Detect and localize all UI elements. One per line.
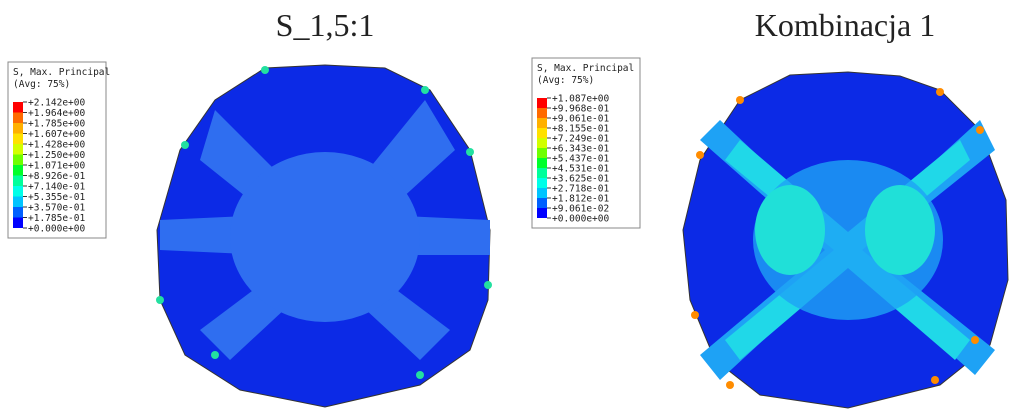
legend-label: +3.570e-01: [28, 203, 85, 214]
legend-label: +7.140e-01: [28, 182, 85, 193]
legend-label: +8.926e-01: [28, 171, 85, 182]
legend-label: +3.625e-01: [552, 174, 609, 185]
legend-swatch: [13, 165, 23, 176]
legend-label: +6.343e-01: [552, 144, 609, 155]
legend-label: +1.785e+00: [28, 119, 85, 130]
legend-swatch: [13, 123, 23, 134]
panel-title: Kombinacja 1: [755, 7, 935, 43]
legend-label: +2.718e-01: [552, 184, 609, 195]
legend-swatch: [13, 207, 23, 218]
legend-swatch: [537, 188, 547, 198]
legend-swatch: [13, 144, 23, 155]
legend-swatch: [537, 108, 547, 118]
legend-label: +4.531e-01: [552, 164, 609, 175]
legend-label: +1.607e+00: [28, 129, 85, 140]
legend-swatch: [13, 154, 23, 165]
legend-label: +5.355e-01: [28, 192, 85, 203]
legend-label: +1.071e+00: [28, 161, 85, 172]
legend-label: +9.061e-01: [552, 114, 609, 125]
legend-swatch: [537, 168, 547, 178]
contour-plot-right: [682, 71, 1009, 409]
legend-label: +7.249e-01: [552, 134, 609, 145]
legend-label: +1.812e-01: [552, 194, 609, 205]
legend-swatch: [537, 178, 547, 188]
legend-label: +1.428e+00: [28, 140, 85, 151]
legend-swatch: [13, 217, 23, 228]
legend-swatch: [13, 175, 23, 186]
legend-subtitle: (Avg: 75%): [13, 79, 70, 90]
legend-subtitle: (Avg: 75%): [537, 75, 594, 86]
legend-label: +0.000e+00: [28, 224, 85, 235]
legend-label: +1.964e+00: [28, 108, 85, 119]
legend-swatch: [537, 138, 547, 148]
legend-label: +5.437e-01: [552, 154, 609, 165]
legend-swatch: [537, 158, 547, 168]
panel-title: S_1,5:1: [276, 7, 375, 43]
legend-swatch: [13, 112, 23, 123]
legend-label: +9.061e-02: [552, 204, 609, 215]
legend-label: +9.968e-01: [552, 104, 609, 115]
legend-label: +1.250e+00: [28, 150, 85, 161]
legend-label: +0.000e+00: [552, 214, 609, 225]
legend-box: [531, 57, 641, 229]
legend-title: S, Max. Principal: [537, 63, 634, 74]
legend-swatch: [537, 98, 547, 108]
legend-swatch: [537, 198, 547, 208]
legend-title: S, Max. Principal: [13, 67, 110, 78]
legend-swatch: [537, 118, 547, 128]
legend-swatch: [13, 133, 23, 144]
legend-label: +1.087e+00: [552, 94, 609, 105]
legend-swatch: [13, 186, 23, 197]
legend-swatch: [537, 208, 547, 218]
contour-plot-left: [156, 64, 492, 408]
legend-swatch: [537, 148, 547, 158]
legend-swatch: [13, 102, 23, 113]
legend-swatch: [13, 196, 23, 207]
legend-label: +2.142e+00: [28, 98, 85, 109]
legend-label: +1.785e-01: [28, 213, 85, 224]
legend-swatch: [537, 128, 547, 138]
legend-box: [7, 61, 107, 239]
legend-label: +8.155e-01: [552, 124, 609, 135]
